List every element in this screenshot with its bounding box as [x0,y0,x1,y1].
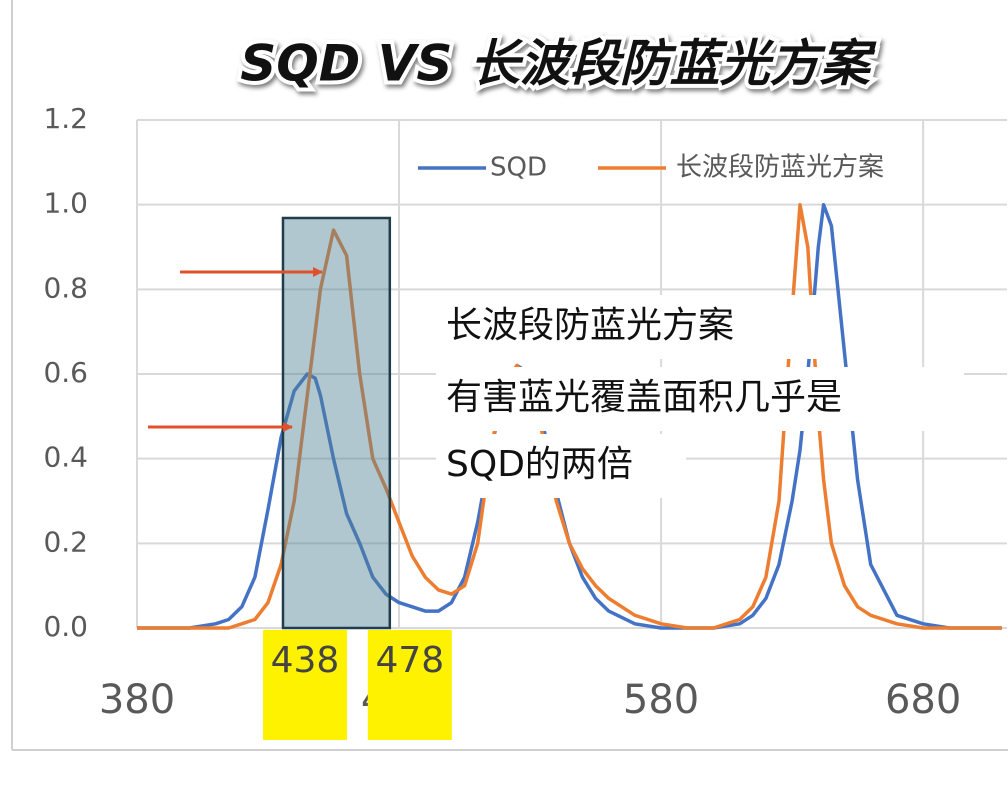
y-tick-label: 0.0 [43,610,88,643]
y-tick-label: 0.4 [43,441,88,474]
legend-label: 长波段防蓝光方案 [676,153,884,183]
annotation-text: 有害蓝光覆盖面积几乎是 [446,377,842,418]
highlight-box [281,216,392,630]
annotation-bg [436,367,964,431]
highlight-label-bg [367,630,452,740]
chart-title: SQD VS 长波段防蓝光方案 [240,35,877,93]
y-tick-label: 1.2 [43,102,88,135]
x-tick-label: 580 [623,677,699,723]
annotation-bg [436,434,686,498]
x-tick-label: 380 [99,677,175,723]
legend-label: SQD [490,153,547,183]
highlight-label-bg [262,630,347,740]
y-tick-label: 0.8 [43,271,88,304]
y-tick-label: 1.0 [43,187,88,220]
x-tick-label: 680 [885,677,961,723]
highlight-label: 478 [375,640,444,681]
annotation-bg [436,295,828,359]
highlight-label: 438 [271,640,340,681]
y-tick-label: 0.6 [43,356,88,389]
annotation-text: 长波段防蓝光方案 [446,305,734,346]
annotation-text: SQD的两倍 [446,444,633,485]
y-tick-label: 0.2 [43,525,88,558]
